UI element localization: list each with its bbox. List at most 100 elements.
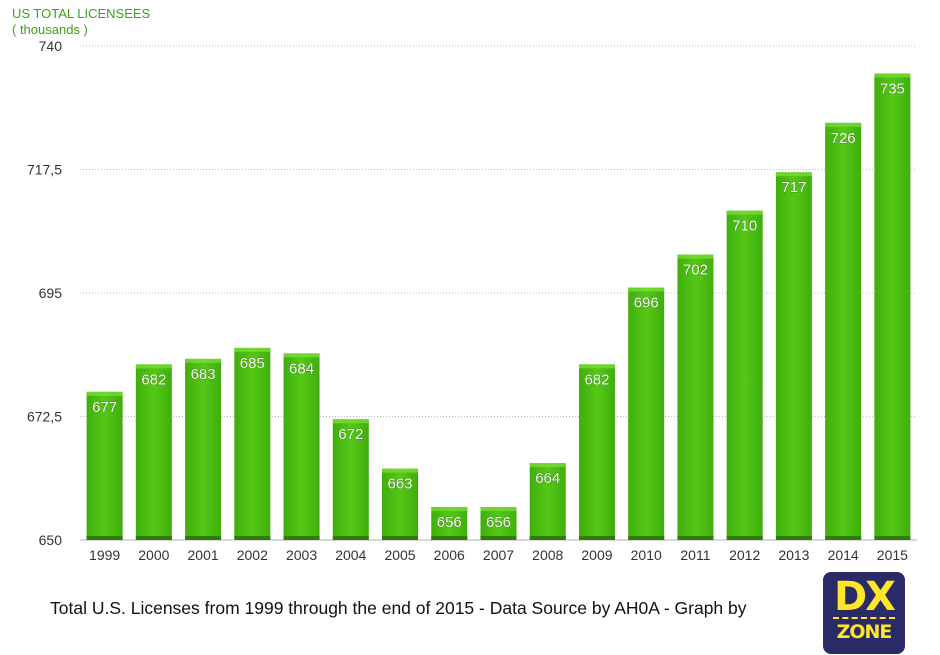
bar [185, 358, 222, 540]
bar-value-label: 672 [338, 426, 363, 443]
bar-highlight [726, 210, 763, 215]
x-tick-label: 2009 [581, 547, 612, 563]
bar-value-label: 685 [240, 355, 265, 372]
bar [382, 468, 419, 540]
x-tick-label: 2002 [237, 547, 268, 563]
bar-highlight [578, 364, 615, 369]
bar-value-label: 682 [584, 371, 609, 388]
bar-group-2008: 664 [529, 463, 566, 540]
x-tick-label: 2014 [828, 547, 859, 563]
x-tick-label: 2008 [532, 547, 563, 563]
x-tick-label: 2001 [188, 547, 219, 563]
bar-group-2002: 685 [234, 347, 271, 540]
bar-group-2009: 682 [578, 364, 615, 540]
x-tick-label: 2012 [729, 547, 760, 563]
x-tick-label: 2015 [877, 547, 908, 563]
bar-group-2003: 684 [283, 353, 320, 540]
x-tick-label: 2000 [138, 547, 169, 563]
bar [677, 254, 714, 541]
bar-base [775, 536, 812, 540]
x-tick-label: 2013 [778, 547, 809, 563]
chart-caption: Total U.S. Licenses from 1999 through th… [50, 598, 747, 618]
bar [283, 353, 320, 540]
bar-highlight [874, 73, 911, 78]
bar-base [185, 536, 222, 540]
chart-title: US TOTAL LICENSEES [12, 6, 151, 21]
bar-highlight [431, 507, 468, 512]
bar-value-label: 683 [191, 366, 216, 383]
x-tick-label: 2011 [680, 547, 710, 563]
bar-group-2004: 672 [332, 419, 369, 540]
bar-base [529, 536, 566, 540]
logo-divider [833, 617, 895, 619]
logo-text-top: DX [833, 574, 896, 620]
bar-group-2007: 656 [480, 507, 517, 540]
bar [825, 122, 862, 540]
bar-value-label: 684 [289, 360, 314, 377]
bar-value-label: 682 [141, 371, 166, 388]
bar-highlight [529, 463, 566, 468]
bar-group-2011: 702 [677, 254, 714, 541]
bar-chart: 677 682 683 685 684 672 663 656 656 664 682 696 702 7… [27, 38, 917, 563]
bar-value-label: 710 [732, 218, 757, 235]
bar-value-label: 656 [437, 514, 462, 531]
x-tick-label: 2010 [631, 547, 662, 563]
bar [480, 507, 517, 540]
bar-base [874, 536, 911, 540]
bar-group-2015: 735 [874, 73, 911, 540]
bar [431, 507, 468, 540]
bar [726, 210, 763, 540]
bar-value-label: 664 [535, 470, 560, 487]
bar-highlight [382, 468, 419, 473]
bar [628, 287, 665, 540]
y-tick-label: 672,5 [27, 409, 62, 425]
bar-base [480, 536, 517, 540]
bar-value-label: 696 [634, 295, 659, 312]
bar-highlight [775, 172, 812, 177]
bar-highlight [135, 364, 172, 369]
bar-group-2000: 682 [135, 364, 172, 540]
bar-value-label: 677 [92, 399, 117, 416]
bar-highlight [86, 391, 123, 396]
bar-base [578, 536, 615, 540]
bar-base [382, 536, 419, 540]
bar [529, 463, 566, 540]
bar-group-2010: 696 [628, 287, 665, 540]
bar-group-2012: 710 [726, 210, 763, 540]
bar-group-1999: 677 [86, 391, 123, 540]
bar-base [135, 536, 172, 540]
bar-value-label: 735 [880, 80, 905, 97]
x-tick-label: 1999 [89, 547, 120, 563]
bar-highlight [283, 353, 320, 358]
x-tick-label: 2004 [335, 547, 366, 563]
dxzone-logo: DX ZONE [823, 572, 905, 654]
y-axis-unit: ( thousands ) [12, 22, 88, 37]
bar [86, 391, 123, 540]
bar-base [628, 536, 665, 540]
bar-highlight [480, 507, 517, 512]
bar-highlight [332, 419, 369, 424]
x-tick-label: 2006 [434, 547, 465, 563]
y-tick-label: 740 [39, 38, 63, 54]
bar [874, 73, 911, 540]
bar-value-label: 663 [388, 476, 413, 493]
bar-base [825, 536, 862, 540]
bar [135, 364, 172, 540]
bar-base [86, 536, 123, 540]
bar-group-2013: 717 [775, 172, 812, 540]
bar-value-label: 702 [683, 262, 708, 279]
y-tick-label: 650 [39, 532, 63, 548]
logo-text-bottom: ZONE [836, 621, 893, 643]
bar-group-2001: 683 [185, 358, 222, 540]
bar-base [726, 536, 763, 540]
x-tick-label: 2003 [286, 547, 317, 563]
x-tick-label: 2007 [483, 547, 514, 563]
y-tick-label: 695 [39, 285, 63, 301]
bar-group-2005: 663 [382, 468, 419, 540]
bar-highlight [234, 347, 271, 352]
bar-base [332, 536, 369, 540]
bar [332, 419, 369, 540]
bar-highlight [185, 358, 222, 363]
bar-group-2006: 656 [431, 507, 468, 540]
y-tick-label: 717,5 [27, 162, 62, 178]
